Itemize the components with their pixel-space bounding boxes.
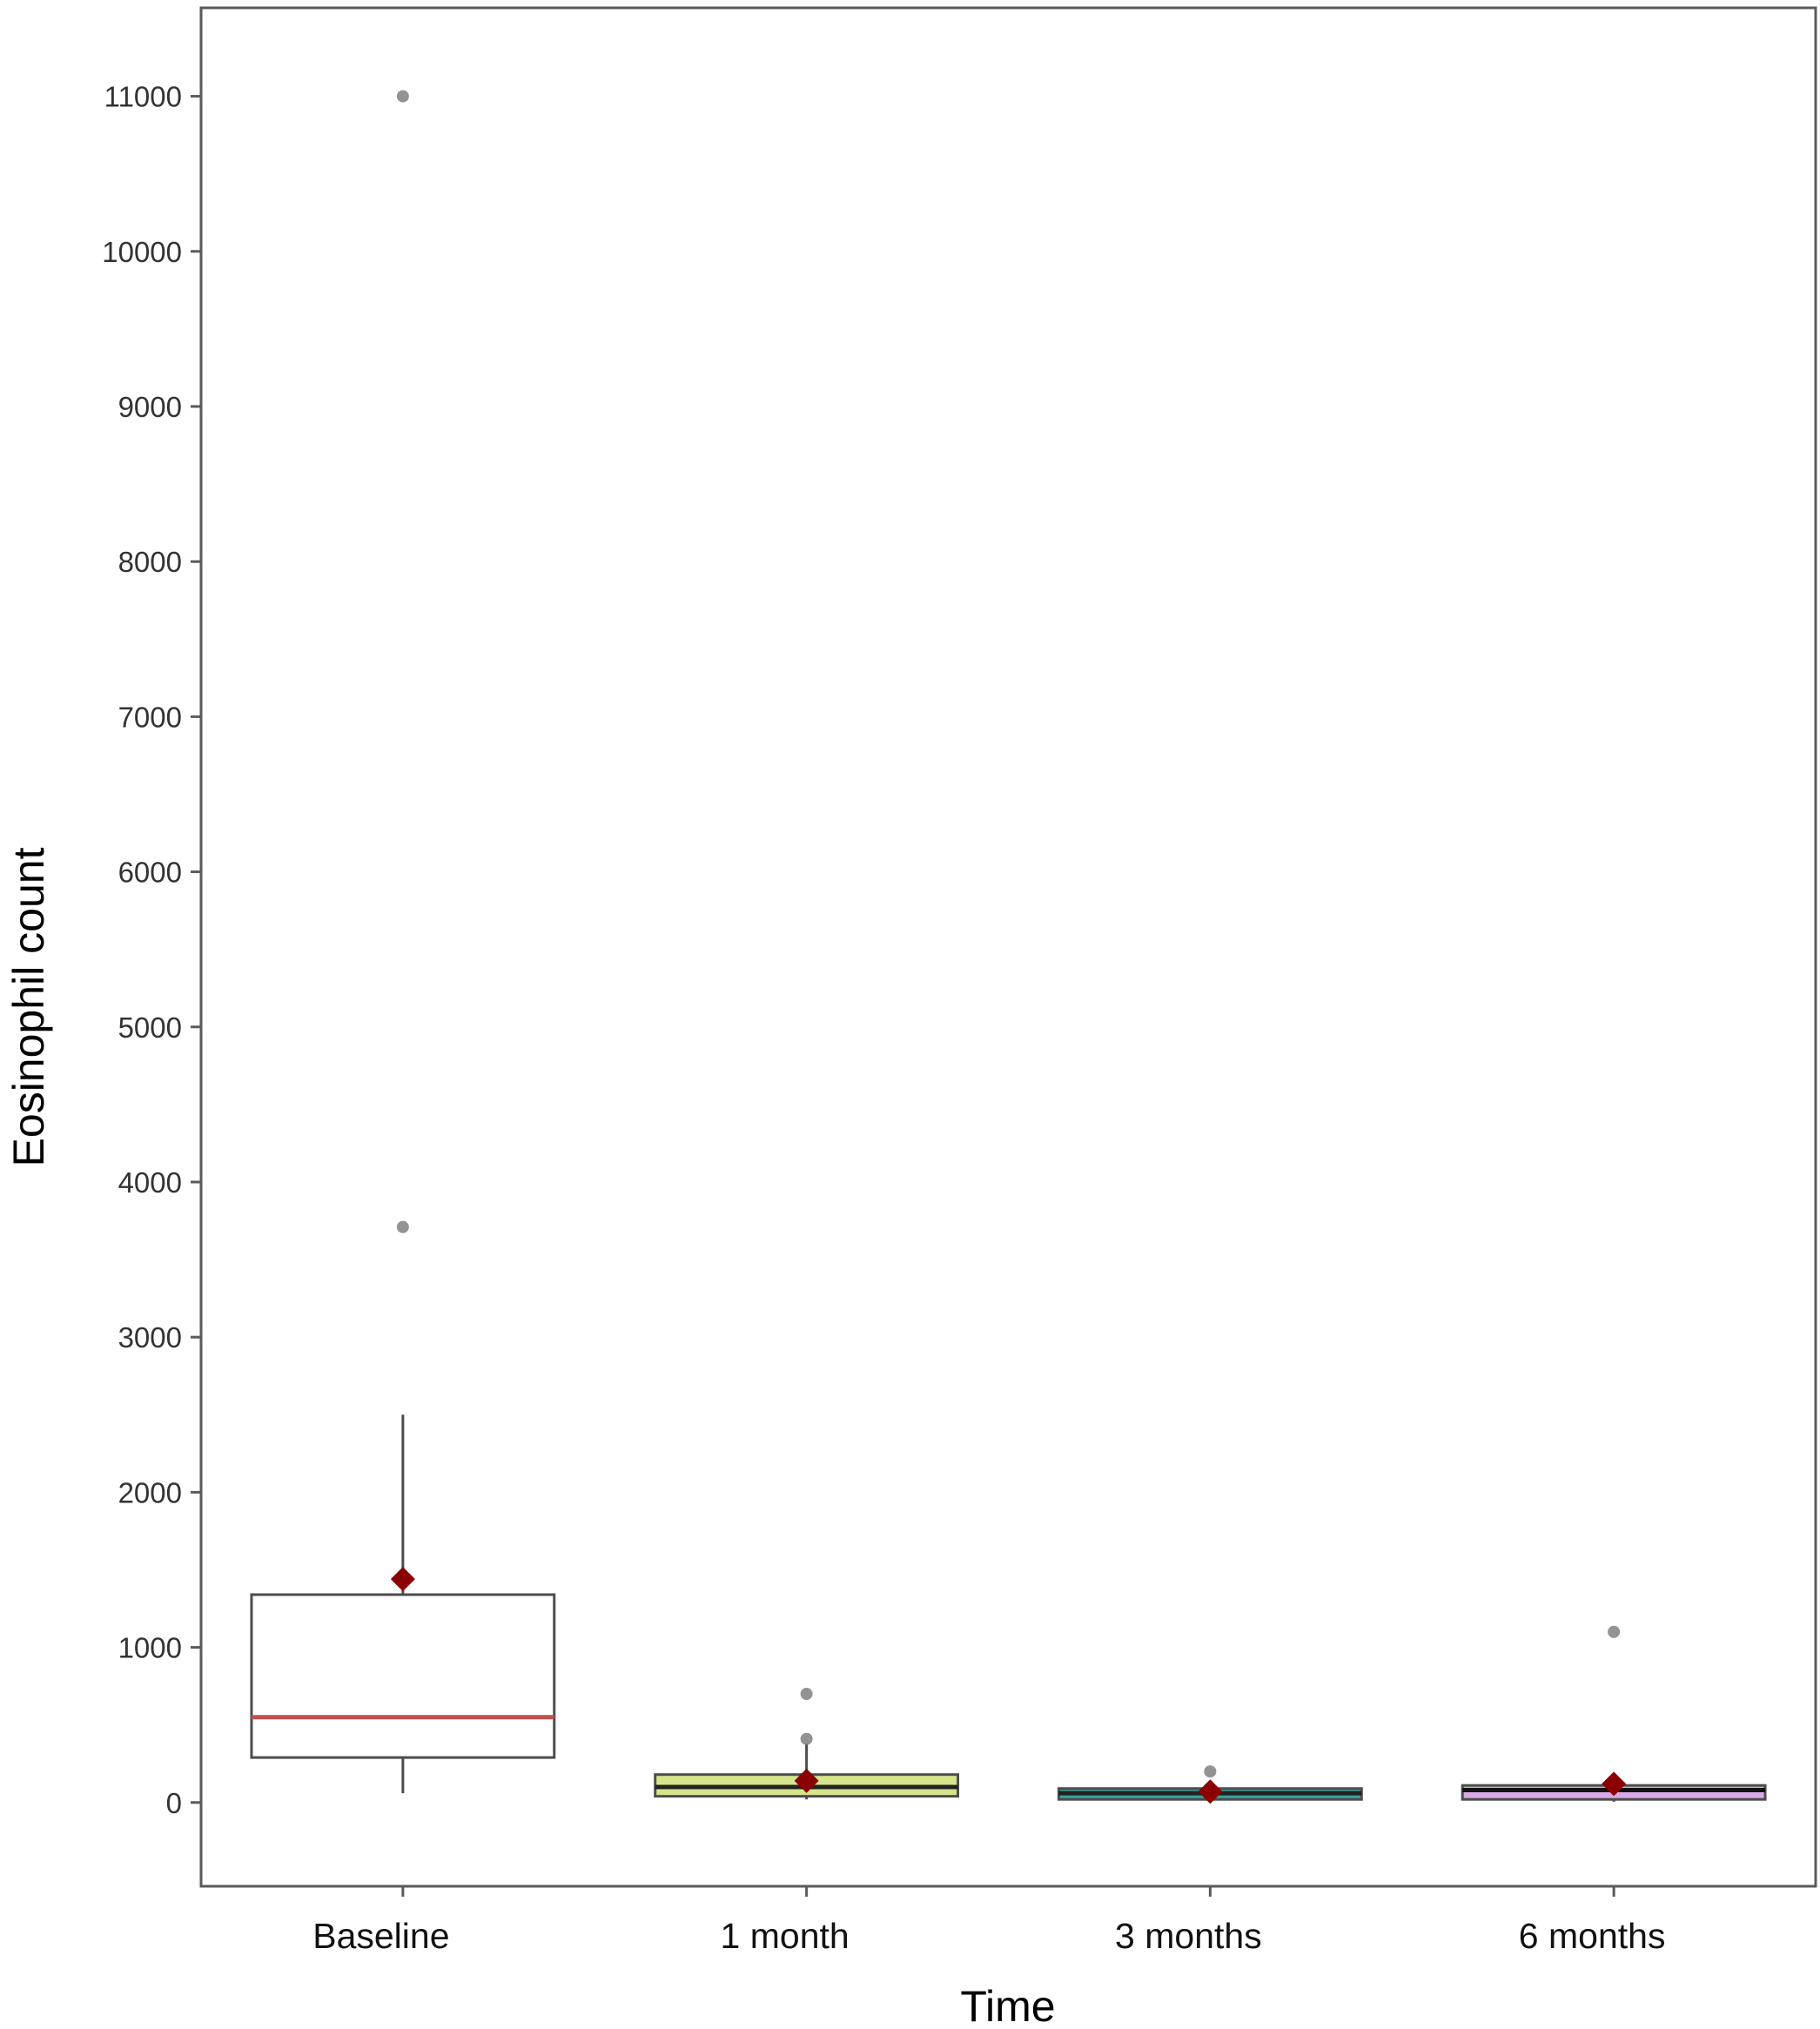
x-axis: Baseline 1 month 3 months 6 months xyxy=(312,1886,1665,1956)
y-tick-label: 11000 xyxy=(104,81,182,113)
outlier-point xyxy=(396,1220,409,1233)
y-axis: 0 1000 2000 3000 4000 5000 6000 7000 8000 9000 100… xyxy=(102,81,201,1819)
outlier-point xyxy=(1608,1625,1621,1638)
y-tick-label: 1000 xyxy=(118,1632,182,1664)
y-tick-label: 7000 xyxy=(118,701,182,733)
x-tick-label: 6 months xyxy=(1519,1916,1666,1956)
y-tick-label: 3000 xyxy=(118,1321,182,1354)
mean-marker xyxy=(1198,1779,1223,1804)
y-tick-label: 5000 xyxy=(118,1011,182,1044)
mean-marker xyxy=(390,1567,415,1592)
box-group xyxy=(654,1688,960,1800)
outlier-point xyxy=(396,90,409,103)
box-group xyxy=(250,90,556,1794)
y-tick-label: 6000 xyxy=(118,857,182,889)
x-tick-label: Baseline xyxy=(312,1916,449,1956)
y-tick-label: 10000 xyxy=(102,236,182,268)
plot-panel xyxy=(199,6,1817,1888)
outlier-point xyxy=(800,1688,813,1701)
mean-marker xyxy=(794,1768,819,1793)
y-tick-label: 8000 xyxy=(118,546,182,578)
y-tick-label: 4000 xyxy=(118,1166,182,1199)
x-tick-label: 3 months xyxy=(1115,1916,1262,1956)
x-tick-label: 1 month xyxy=(721,1916,850,1956)
y-tick-label: 0 xyxy=(166,1787,182,1819)
y-tick-label: 2000 xyxy=(118,1476,182,1508)
box-group xyxy=(1461,1625,1767,1802)
y-axis-title: Eosinophil count xyxy=(4,847,53,1166)
box-series xyxy=(250,90,1767,1804)
mean-marker xyxy=(1602,1771,1627,1797)
outlier-point xyxy=(1204,1765,1217,1778)
outlier-point xyxy=(800,1732,813,1745)
y-tick-label: 9000 xyxy=(118,391,182,423)
box-group xyxy=(1057,1765,1363,1804)
x-axis-title: Time xyxy=(960,1982,1055,2029)
box-iqr xyxy=(250,1593,556,1759)
